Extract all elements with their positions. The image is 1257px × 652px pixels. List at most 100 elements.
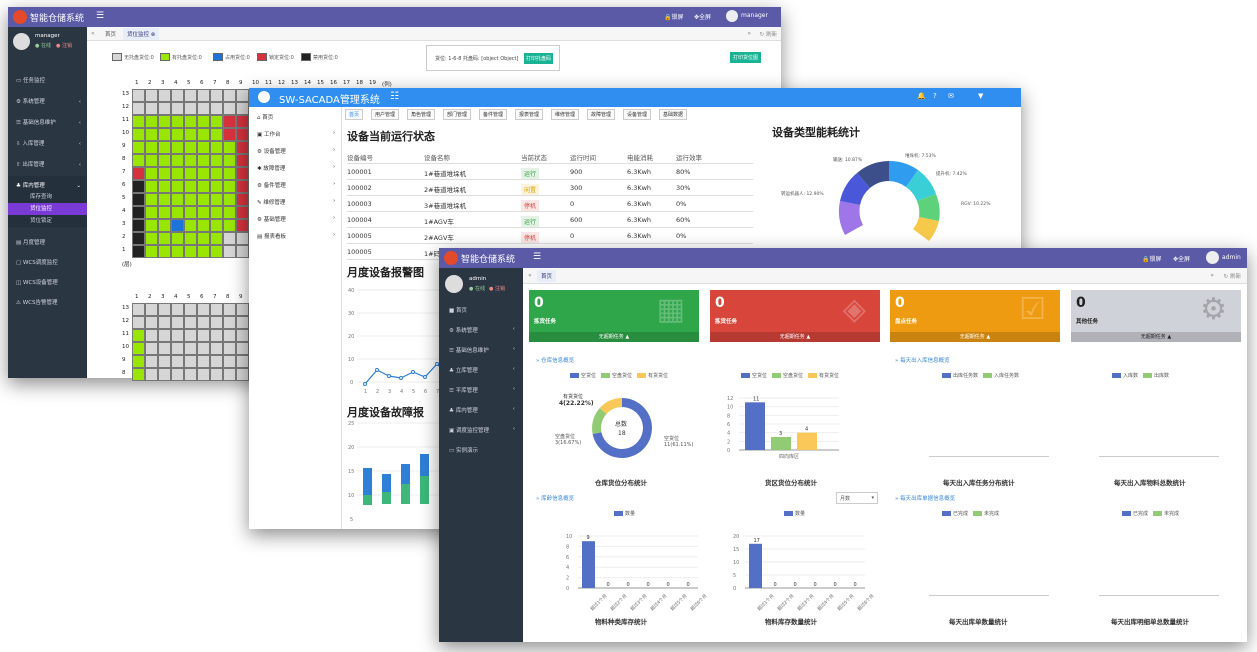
location-cell[interactable] xyxy=(236,102,249,115)
location-cell[interactable] xyxy=(223,219,236,232)
location-cell[interactable] xyxy=(145,167,158,180)
location-cell[interactable] xyxy=(210,193,223,206)
location-cell[interactable] xyxy=(210,342,223,355)
location-cell[interactable] xyxy=(197,180,210,193)
location-cell[interactable] xyxy=(223,102,236,115)
location-cell[interactable] xyxy=(223,303,236,316)
location-cell[interactable] xyxy=(184,368,197,381)
location-cell[interactable] xyxy=(145,219,158,232)
location-cell[interactable] xyxy=(197,232,210,245)
location-cell[interactable] xyxy=(184,102,197,115)
sidebar-item[interactable]: ♣ 库内管理 ‹ xyxy=(439,406,523,414)
location-cell[interactable] xyxy=(158,329,171,342)
location-cell[interactable] xyxy=(132,141,145,154)
location-cell[interactable] xyxy=(210,128,223,141)
sidebar-item[interactable]: ▣ 工作台 › xyxy=(257,130,337,138)
location-cell[interactable] xyxy=(132,128,145,141)
tab[interactable]: 角色管理 xyxy=(407,109,436,120)
location-cell[interactable] xyxy=(223,180,236,193)
location-cell[interactable] xyxy=(145,245,158,258)
location-cell[interactable] xyxy=(132,342,145,355)
location-cell[interactable] xyxy=(236,141,249,154)
location-cell[interactable] xyxy=(210,316,223,329)
tab-next-icon[interactable]: » xyxy=(747,30,751,37)
task-card[interactable]: 0 拣货任务 ◈ 无超期任务 ▲ xyxy=(710,290,880,342)
tab[interactable]: 基础数据 xyxy=(659,109,688,120)
location-cell[interactable] xyxy=(145,128,158,141)
location-cell[interactable] xyxy=(145,206,158,219)
location-cell[interactable] xyxy=(236,180,249,193)
lock-button[interactable]: 🔒锁屏 xyxy=(664,14,684,21)
sidebar-item[interactable]: ☰ 基础信息维护 ‹ xyxy=(8,113,87,133)
location-cell[interactable] xyxy=(236,128,249,141)
sidebar-item[interactable]: ☰ 平库管理 ‹ xyxy=(439,386,523,394)
location-cell[interactable] xyxy=(210,115,223,128)
location-cell[interactable] xyxy=(223,355,236,368)
print-map-button[interactable]: 打印货位图 xyxy=(730,52,762,63)
location-cell[interactable] xyxy=(210,232,223,245)
location-cell[interactable] xyxy=(171,193,184,206)
location-cell[interactable] xyxy=(223,154,236,167)
location-cell[interactable] xyxy=(184,115,197,128)
tab-home[interactable]: 首页 xyxy=(537,270,557,282)
location-cell[interactable] xyxy=(145,303,158,316)
location-cell[interactable] xyxy=(236,219,249,232)
tab-current[interactable]: 货位监控 ⊗ xyxy=(123,28,160,40)
location-cell[interactable] xyxy=(236,232,249,245)
location-cell[interactable] xyxy=(171,102,184,115)
location-cell[interactable] xyxy=(210,154,223,167)
sidebar-subitem[interactable]: 库存查询 xyxy=(8,191,87,203)
sidebar-item[interactable]: ▤ 报表看板 › xyxy=(257,232,337,240)
username[interactable]: manager xyxy=(741,12,768,19)
location-cell[interactable] xyxy=(171,89,184,102)
sidebar-item[interactable]: ⇧ 出库管理 ‹ xyxy=(8,155,87,175)
location-cell[interactable] xyxy=(197,355,210,368)
avatar[interactable] xyxy=(1206,251,1219,264)
location-cell[interactable] xyxy=(145,180,158,193)
location-cell[interactable] xyxy=(197,206,210,219)
table-row[interactable]: 100002 2#巷道堆垛机 闲置 300 6.3Kwh 30% xyxy=(347,180,753,196)
tab-prev-icon[interactable]: « xyxy=(528,272,532,279)
location-cell[interactable] xyxy=(184,342,197,355)
location-cell[interactable] xyxy=(223,115,236,128)
sidebar-item[interactable]: ◫ WCS设备管理 xyxy=(8,273,87,293)
refresh-button[interactable]: ↻ 刷新 xyxy=(759,32,777,38)
location-cell[interactable] xyxy=(210,167,223,180)
location-cell[interactable] xyxy=(158,232,171,245)
location-cell[interactable] xyxy=(210,329,223,342)
location-cell[interactable] xyxy=(171,180,184,193)
location-cell[interactable] xyxy=(210,89,223,102)
location-cell[interactable] xyxy=(223,245,236,258)
sidebar-item[interactable]: ✱ 故障管理 › xyxy=(257,164,337,172)
location-cell[interactable] xyxy=(184,329,197,342)
sidebar-item[interactable]: ▢ WCS调度监控 xyxy=(8,253,87,273)
location-cell[interactable] xyxy=(236,167,249,180)
location-cell[interactable] xyxy=(210,141,223,154)
sidebar-item[interactable]: ⚙ 基础管理 › xyxy=(257,215,337,223)
location-cell[interactable] xyxy=(158,89,171,102)
location-cell[interactable] xyxy=(223,368,236,381)
location-cell[interactable] xyxy=(184,232,197,245)
location-cell[interactable] xyxy=(197,89,210,102)
location-cell[interactable] xyxy=(145,232,158,245)
task-card[interactable]: 0 拣货任务 ▦ 无超期任务 ▲ xyxy=(529,290,699,342)
location-cell[interactable] xyxy=(236,303,249,316)
location-cell[interactable] xyxy=(197,154,210,167)
location-cell[interactable] xyxy=(145,329,158,342)
location-cell[interactable] xyxy=(158,303,171,316)
table-row[interactable]: 100003 3#巷道堆垛机 停机 0 6.3Kwh 0% xyxy=(347,196,753,212)
location-cell[interactable] xyxy=(223,128,236,141)
location-cell[interactable] xyxy=(132,368,145,381)
location-cell[interactable] xyxy=(132,193,145,206)
tab-home[interactable]: 首页 xyxy=(105,32,117,38)
fullscreen-button[interactable]: ✥全屏 xyxy=(694,14,712,21)
menu-toggle-icon[interactable]: ☷ xyxy=(390,91,399,102)
location-cell[interactable] xyxy=(132,89,145,102)
sidebar-item[interactable]: ■ 首页 xyxy=(439,306,523,314)
location-cell[interactable] xyxy=(184,141,197,154)
sidebar-item[interactable]: ▤ 月度管理 xyxy=(8,233,87,253)
location-cell[interactable] xyxy=(145,342,158,355)
location-cell[interactable] xyxy=(171,154,184,167)
user-dropdown-icon[interactable]: ▼ xyxy=(978,92,984,100)
menu-toggle-icon[interactable]: ☰ xyxy=(96,11,105,21)
